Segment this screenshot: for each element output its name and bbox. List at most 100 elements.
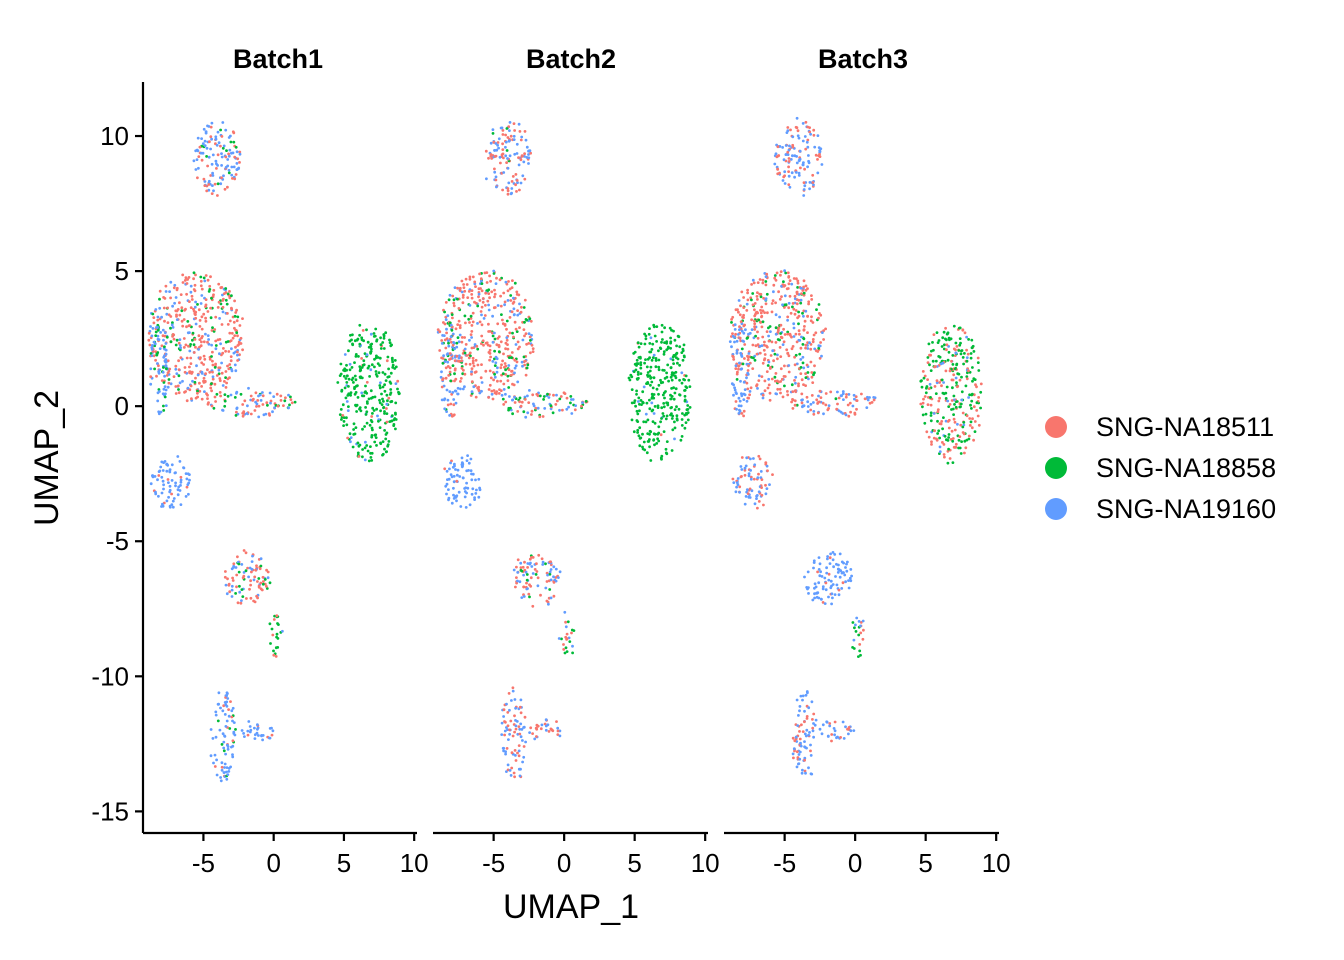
- point-left-blob: [746, 371, 750, 375]
- point-left-blob: [753, 325, 756, 329]
- point-lower-left-blob: [455, 473, 459, 477]
- point-lower-left-blob: [461, 476, 465, 480]
- point-left-blob: [751, 343, 755, 347]
- point-right-blob: [385, 407, 388, 410]
- point-left-blob: [793, 363, 797, 367]
- point-bottom-blob: [511, 686, 515, 690]
- point-right-blob: [376, 414, 379, 418]
- point-right-blob: [679, 438, 683, 442]
- point-top-island: [215, 162, 218, 166]
- point-top-island: [786, 126, 790, 129]
- point-right-blob: [955, 400, 959, 403]
- point-bottom-blob: [231, 755, 235, 759]
- point-bridge: [259, 399, 263, 402]
- point-top-island: [491, 132, 495, 135]
- point-far-left-column: [447, 339, 450, 343]
- point-left-blob: [189, 384, 193, 388]
- point-far-left-column: [737, 364, 740, 368]
- point-bottom-blob: [231, 744, 235, 748]
- point-mid-lower-fan: [238, 584, 241, 588]
- point-left-blob: [227, 367, 231, 371]
- point-mid-lower-fan: [849, 568, 853, 571]
- point-right-blob: [665, 371, 668, 375]
- point-top-island: [197, 155, 201, 159]
- point-mid-lower-fan: [824, 581, 828, 585]
- point-left-blob: [448, 293, 452, 297]
- point-top-island: [210, 162, 214, 166]
- point-right-blob: [362, 339, 365, 343]
- point-right-blob: [646, 432, 650, 435]
- point-far-left-column: [454, 327, 458, 331]
- point-right-blob: [664, 390, 667, 393]
- point-mid-lower-fan: [552, 565, 556, 569]
- point-lower-left-blob: [165, 469, 169, 473]
- point-right-blob: [353, 361, 356, 364]
- point-bottom-strand: [556, 726, 560, 730]
- point-left-blob: [810, 315, 813, 319]
- point-top-island: [233, 177, 237, 181]
- point-right-blob: [371, 406, 375, 410]
- point-bottom-strand: [830, 733, 834, 736]
- point-right-blob: [678, 363, 681, 367]
- point-left-blob: [529, 319, 533, 323]
- point-mid-lower-fan: [249, 583, 253, 587]
- point-right-blob: [345, 368, 348, 372]
- point-left-blob: [807, 300, 811, 304]
- point-mid-lower-fan: [234, 566, 238, 569]
- point-right-blob: [348, 362, 352, 366]
- point-right-blob: [945, 385, 949, 389]
- point-right-blob: [369, 445, 372, 448]
- point-bridge: [501, 397, 505, 401]
- point-right-blob: [955, 385, 959, 389]
- point-right-blob: [650, 392, 654, 396]
- point-top-island: [786, 150, 790, 154]
- point-bridge: [809, 408, 813, 412]
- point-left-blob: [804, 384, 807, 387]
- point-left-blob: [178, 344, 182, 347]
- point-left-blob: [468, 277, 472, 281]
- point-left-blob: [222, 347, 225, 350]
- point-mid-lower-fan: [838, 552, 842, 556]
- point-left-blob: [737, 299, 741, 302]
- point-mid-lower-fan: [829, 579, 833, 583]
- point-left-blob: [147, 331, 151, 335]
- point-left-blob: [740, 290, 744, 294]
- point-left-blob: [782, 284, 786, 287]
- point-bottom-strand: [255, 731, 259, 735]
- point-left-blob: [207, 338, 211, 341]
- point-right-blob: [352, 428, 355, 431]
- point-right-blob: [968, 393, 971, 397]
- point-lower-left-blob: [449, 473, 453, 476]
- point-bottom-strand: [556, 729, 560, 733]
- point-mid-lower-fan: [846, 560, 849, 564]
- point-left-blob: [820, 354, 823, 358]
- point-mid-lower-fan: [253, 600, 257, 604]
- point-left-blob: [733, 328, 737, 331]
- point-lower-left-blob: [448, 467, 451, 471]
- point-far-left-column: [739, 404, 743, 408]
- point-left-blob: [233, 299, 237, 303]
- point-left-blob: [766, 386, 770, 390]
- point-left-blob: [441, 361, 445, 365]
- point-left-blob: [737, 310, 740, 314]
- point-mid-lower-fan: [841, 581, 845, 585]
- point-right-blob: [349, 393, 352, 397]
- point-left-blob: [168, 367, 172, 371]
- point-right-blob: [378, 398, 381, 402]
- point-right-blob: [959, 423, 963, 427]
- point-right-blob: [639, 356, 642, 360]
- point-mid-lower-fan: [820, 597, 823, 601]
- point-left-blob: [803, 325, 806, 328]
- point-left-blob: [450, 313, 454, 316]
- point-top-island: [798, 149, 802, 153]
- point-bottom-strand: [536, 724, 540, 728]
- point-left-blob: [783, 333, 787, 336]
- point-right-blob: [948, 403, 952, 406]
- point-top-island: [207, 188, 211, 192]
- point-right-blob: [373, 433, 377, 437]
- point-left-blob: [739, 320, 743, 323]
- point-right-blob: [674, 387, 678, 391]
- point-mid-lower-fan: [554, 567, 558, 571]
- point-far-left-column: [738, 336, 742, 340]
- point-left-blob: [163, 319, 166, 323]
